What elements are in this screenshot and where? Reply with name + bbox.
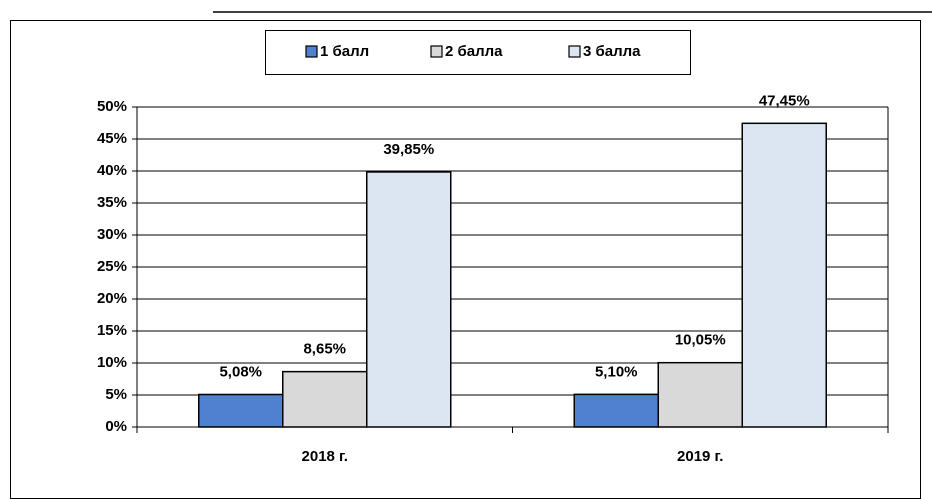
legend-label: 2 балла: [445, 43, 503, 60]
legend-swatch: [430, 45, 443, 58]
bar: [573, 393, 659, 428]
y-tick-label: 0%: [105, 418, 127, 435]
data-label: 5,08%: [219, 363, 262, 380]
bar: [657, 361, 743, 428]
legend-label: 1 балл: [320, 43, 369, 60]
y-tick-label: 40%: [97, 162, 127, 179]
y-tick-label: 45%: [97, 130, 127, 147]
data-label: 10,05%: [675, 332, 726, 349]
data-label: 5,10%: [595, 363, 638, 380]
y-tick-label: 5%: [105, 386, 127, 403]
y-tick-label: 10%: [97, 354, 127, 371]
legend-label: 3 балла: [583, 43, 641, 60]
data-label: 47,45%: [759, 92, 810, 109]
bar: [366, 171, 452, 428]
x-tick-label: 2018 г.: [302, 448, 348, 465]
bar: [282, 370, 368, 428]
legend-box: [265, 30, 691, 75]
bar: [741, 122, 827, 428]
y-tick-label: 20%: [97, 290, 127, 307]
data-label: 8,65%: [303, 341, 346, 358]
y-tick-label: 30%: [97, 226, 127, 243]
y-tick-label: 35%: [97, 194, 127, 211]
y-tick-label: 25%: [97, 258, 127, 275]
y-tick-label: 50%: [97, 98, 127, 115]
y-tick-label: 15%: [97, 322, 127, 339]
data-label: 39,85%: [383, 141, 434, 158]
x-tick-label: 2019 г.: [677, 448, 723, 465]
legend-swatch: [305, 45, 318, 58]
legend-swatch: [568, 45, 581, 58]
bar: [198, 393, 284, 428]
